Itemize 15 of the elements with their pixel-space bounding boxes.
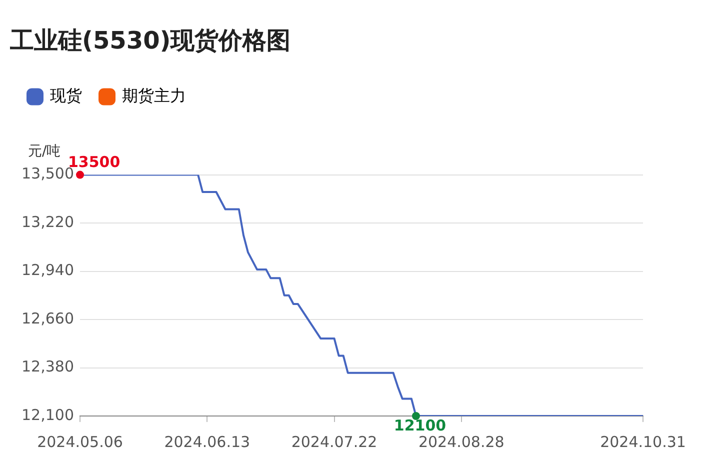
y-tick-label: 12,380 — [22, 358, 74, 376]
data-label: 12100 — [394, 416, 446, 434]
y-tick-label: 12,660 — [22, 309, 74, 328]
x-tick-label: 2024.07.22 — [291, 432, 378, 451]
legend-label: 现货 — [50, 86, 82, 105]
y-axis-title: 元/吨 — [28, 143, 61, 160]
y-tick-label: 12,940 — [22, 261, 74, 280]
legend-label: 期货主力 — [122, 86, 186, 105]
x-tick-label: 2024.06.13 — [164, 432, 250, 451]
y-tick-label: 13,220 — [22, 212, 74, 231]
y-tick-label: 12,100 — [22, 406, 74, 424]
x-tick-label: 2024.05.06 — [37, 432, 123, 451]
chart-title: 工业硅(5530)现货价格图 — [9, 26, 291, 55]
x-tick-label: 2024.10.31 — [600, 432, 686, 451]
x-tick-label: 2024.08.28 — [418, 432, 504, 451]
